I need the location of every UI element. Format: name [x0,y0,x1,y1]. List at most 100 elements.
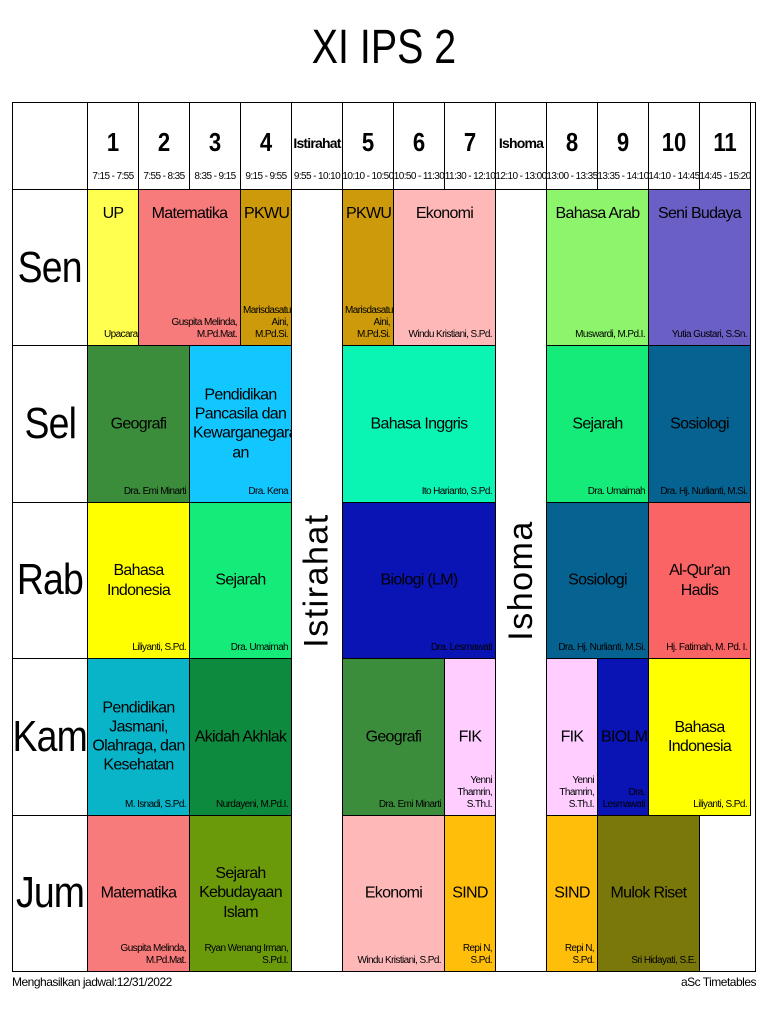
lesson-subject: Akidah Akhlak [194,728,287,746]
period-time: 13:00 - 13:35 [547,171,598,182]
lesson-teacher: Dra. Emi Minarti [123,485,187,497]
period-number: 6 [412,127,426,157]
lesson-subject: Biologi (LM) [380,571,459,589]
day-name: Sel [24,399,76,449]
period-time: 12:10 - 13:00 [496,171,547,182]
lesson-teacher: Yenni Thamrin, S.Th.I. [559,774,594,810]
lesson-cell: Ekonomi Windu Kristiani, S.Pd. [343,815,445,972]
page-title: XI IPS 2 [311,21,457,74]
period-time: 10:50 - 11:30 [394,171,445,182]
period-header: 9 13:35 - 14:10 [598,103,649,190]
lesson-teacher: Dra. Umaimah [587,485,646,497]
lesson-cell: Sejarah Dra. Umaimah [547,346,649,503]
lesson-subject: Geografi [365,728,422,746]
lesson-subject: Matematika [151,205,228,222]
lesson-cell: Mulok Riset Sri Hidayati, S.E. [598,815,700,972]
lesson-cell: Bahasa Inggris Ito Harianto, S.Pd. [343,346,496,503]
period-time: 8:35 - 9:15 [194,171,236,182]
lesson-cell: BIOLM Dra. Lesmawati [598,659,649,816]
period-time: 10:10 - 10:50 [343,171,394,182]
lesson-cell: FIK Yenni Thamrin, S.Th.I. [547,659,598,816]
lesson-subject: FIK [560,728,584,746]
period-header: 1 7:15 - 7:55 [88,103,139,190]
period-time: 7:15 - 7:55 [92,171,134,182]
period-header: 5 10:10 - 10:50 [343,103,394,190]
period-time: 9:55 - 10:10 [293,171,341,182]
lesson-subject: Seni Budaya [657,205,742,222]
lesson-teacher: Liliyanti, S.Pd. [693,798,747,810]
lesson-cell: Bahasa Arab Muswardi, M.Pd.I. [547,190,649,347]
lesson-teacher: Ryan Wenang Irman, S.Pd.I. [204,942,288,966]
lesson-teacher: M. Isnadi, S.Pd. [125,798,187,810]
break-column-istirahat: Istirahat [292,190,343,972]
break-name: Ishoma [501,520,540,641]
lesson-subject: BIOLM [601,728,648,746]
lesson-teacher: Liliyanti, S.Pd. [132,642,186,654]
lesson-subject: FIK [458,728,482,746]
lesson-cell: Geografi Dra. Emi Minarti [88,346,190,503]
day-name: Sen [18,242,83,292]
lesson-subject: Sosiologi [670,415,729,433]
period-time: 14:45 - 15:20 [700,171,751,182]
period-time: 11:30 - 12:10 [445,171,496,182]
lesson-cell: Sejarah Kebudayaan Islam Ryan Wenang Irma… [190,815,292,972]
lesson-cell: Pendidikan Jasmani, Olahraga, dan Keseha… [88,659,190,816]
lesson-subject: Sejarah Kebudayaan Islam [199,865,283,921]
day-label: Rab [13,502,88,660]
day-label: Sel [13,346,88,503]
lesson-teacher: Hj. Fatimah, M. Pd. I. [666,642,747,654]
period-number: 7 [463,127,477,157]
period-header: Istirahat 9:55 - 10:10 [292,103,343,190]
period-number: 10 [661,127,687,157]
lesson-cell: Biologi (LM) Dra. Lesmawati [343,502,496,660]
period-header: 11 14:45 - 15:20 [700,103,751,190]
lesson-teacher: Repi N, S.Pd. [462,942,493,966]
lesson-subject: Ekonomi [415,205,474,222]
break-label: Istirahat [293,135,341,151]
period-header: 3 8:35 - 9:15 [190,103,241,190]
day-label: Kam [13,659,88,816]
period-header: 7 11:30 - 12:10 [445,103,496,190]
lesson-cell: Akidah Akhlak Nurdayeni, M.Pd.I. [190,659,292,816]
lesson-subject: Pendidikan Jasmani, Olahraga, dan Keseha… [92,699,185,775]
lesson-subject: Ekonomi [364,884,423,902]
lesson-teacher: Dra. Lesmawati [430,642,493,654]
lesson-cell: Geografi Dra. Emi Minarti [343,659,445,816]
lesson-cell: Bahasa Indonesia Liliyanti, S.Pd. [649,659,751,816]
period-header: 2 7:55 - 8:35 [139,103,190,190]
break-label: Ishoma [498,135,544,151]
lesson-cell: Sejarah Dra. Umaimah [190,502,292,660]
lesson-subject: Al-Qur'an Hadis [669,562,730,599]
break-column-ishoma: Ishoma [496,190,547,972]
lesson-subject: SIND [452,884,488,902]
lesson-teacher: Dra. Hj. Nurlianti, M.Si. [558,642,645,654]
lesson-cell: Seni Budaya Yutia Gustari, S.Sn. [649,190,751,347]
period-header: 4 9:15 - 9:55 [241,103,292,190]
day-name: Kam [13,711,88,761]
lesson-teacher: Sri Hidayati, S.E. [631,954,696,966]
lesson-cell: Pendidikan Pancasila dan Kewarganegara a… [190,346,292,503]
lesson-cell: PKWU Marisdasatul Aini, M.Pd.Si. [343,190,394,347]
lesson-subject: PKWU [346,205,392,222]
period-number: 8 [565,127,579,157]
lesson-subject: PKWU [244,205,290,222]
lesson-teacher: Muswardi, M.Pd.I. [575,329,645,341]
lesson-teacher: Upacara [104,329,138,341]
lesson-teacher: Repi N, S.Pd. [564,942,595,966]
period-number: 1 [106,127,120,157]
lesson-teacher: Yutia Gustari, S.Sn. [671,329,748,341]
lesson-cell: SIND Repi N, S.Pd. [547,815,598,972]
lesson-cell: Sosiologi Dra. Hj. Nurlianti, M.Si. [649,346,751,503]
break-name: Istirahat [297,513,336,648]
period-header: 8 13:00 - 13:35 [547,103,598,190]
day-label: Jum [13,815,88,972]
period-number: 5 [361,127,375,157]
day-label: Sen [13,190,88,347]
lesson-subject: Pendidikan Pancasila dan Kewarganegara a… [193,386,292,462]
lesson-subject: Bahasa Indonesia [667,718,732,755]
lesson-subject: SIND [554,884,590,902]
lesson-cell: FIK Yenni Thamrin, S.Th.I. [445,659,496,816]
lesson-teacher: Yenni Thamrin, S.Th.I. [457,774,492,810]
lesson-cell: PKWU Marisdasatul Aini, M.Pd.Si. [241,190,292,347]
timetable-grid: 1 7:15 - 7:55 2 7:55 - 8:35 3 8:35 - 9:15 4 9:1… [12,102,756,972]
